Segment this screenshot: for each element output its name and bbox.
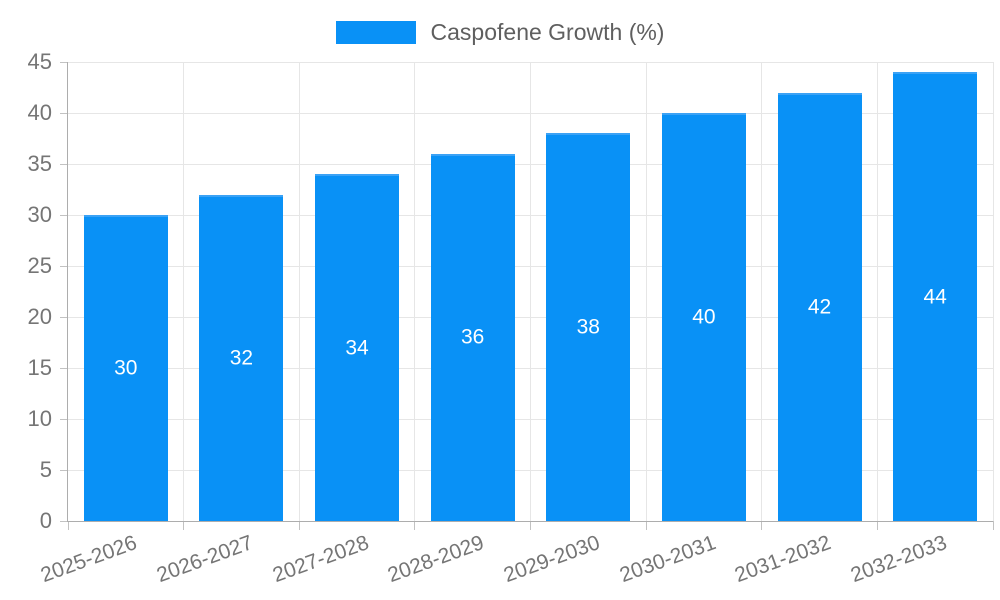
y-tick-label: 25 [27, 253, 52, 278]
x-gridline [183, 62, 185, 521]
y-tick-label: 5 [39, 457, 52, 482]
y-tick-mark [60, 214, 68, 216]
bar-value-label: 36 [461, 325, 485, 349]
x-tick-mark [645, 521, 647, 530]
bar[interactable] [546, 133, 631, 521]
x-tick-mark [761, 521, 763, 530]
y-tick-label: 10 [27, 406, 52, 431]
x-tick-mark [992, 521, 994, 530]
x-tick-mark [67, 521, 69, 530]
y-tick-label: 15 [27, 355, 52, 380]
x-tick-label: 2026-2027 [153, 531, 256, 588]
y-tick-label: 0 [39, 508, 52, 533]
y-tick-mark [60, 367, 68, 369]
bar-value-label: 42 [807, 295, 832, 319]
y-tick-label: 35 [27, 151, 52, 176]
x-tick-label: 2027-2028 [269, 531, 372, 588]
bar-value-label: 34 [345, 336, 369, 360]
legend-swatch[interactable] [335, 20, 416, 44]
y-tick-mark [60, 418, 68, 420]
x-tick-mark [876, 521, 878, 530]
y-tick-mark [60, 265, 68, 267]
x-tick-mark [414, 521, 416, 530]
bar-value-label: 38 [576, 315, 600, 339]
x-tick-label: 2025-2026 [38, 531, 141, 588]
y-tick-mark [60, 163, 68, 165]
bar-value-label: 30 [114, 356, 138, 380]
y-tick-mark [60, 520, 68, 522]
legend[interactable]: Caspofene Growth (%) [0, 17, 1000, 47]
bar-value-label: 40 [692, 305, 716, 329]
x-tick-label: 2029-2030 [500, 531, 603, 588]
x-tick-label: 2028-2029 [384, 531, 488, 588]
x-gridline [645, 62, 647, 521]
x-tick-label: 2032-2033 [847, 531, 950, 588]
bar[interactable] [893, 72, 978, 521]
legend-label: Caspofene Growth (%) [430, 18, 665, 45]
x-gridline [414, 62, 416, 521]
x-gridline [761, 62, 763, 521]
x-gridline [992, 62, 994, 521]
y-axis-line [67, 62, 68, 522]
y-tick-label: 45 [27, 49, 52, 74]
y-tick-label: 40 [27, 100, 52, 125]
x-tick-mark [298, 521, 300, 530]
bar-value-label: 32 [229, 346, 254, 370]
y-tick-label: 30 [27, 202, 52, 227]
x-tick-label: 2031-2032 [731, 531, 835, 588]
y-tick-mark [60, 469, 68, 471]
x-tick-mark [183, 521, 185, 530]
bar-value-label: 44 [923, 285, 947, 309]
bar[interactable] [430, 153, 515, 521]
x-gridline [876, 62, 878, 521]
x-gridline [530, 62, 531, 521]
bar[interactable] [661, 113, 746, 521]
bar[interactable] [777, 92, 862, 521]
y-tick-mark [60, 316, 68, 318]
y-tick-mark [60, 112, 68, 114]
y-tick-label: 20 [27, 304, 52, 329]
x-gridline [298, 62, 300, 521]
x-axis-line [68, 521, 993, 522]
bar[interactable] [199, 194, 284, 521]
x-tick-mark [530, 521, 531, 530]
bar[interactable] [83, 215, 168, 521]
y-tick-mark [60, 61, 68, 63]
x-tick-label: 2030-2031 [616, 531, 719, 588]
bar[interactable] [315, 174, 400, 521]
